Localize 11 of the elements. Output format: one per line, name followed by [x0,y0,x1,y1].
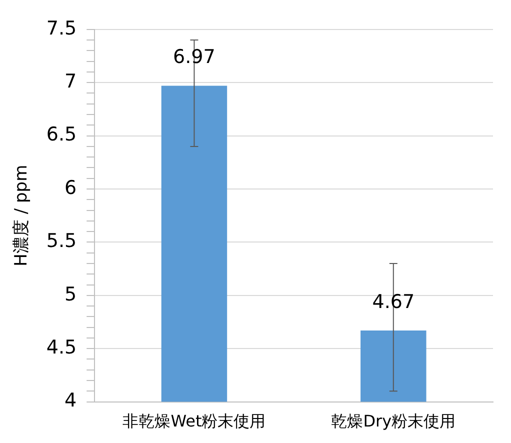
y-tick-label: 6 [64,176,77,199]
y-tick-label: 6.5 [46,124,77,146]
y-tick-label: 7.5 [46,17,77,40]
y-tick-label: 5.5 [46,230,77,252]
y-tick-label: 7 [64,70,77,93]
x-tick-label: 非乾燥Wet粉末使用 [122,412,266,431]
y-tick-label: 4.5 [46,336,77,359]
y-tick-label: 4 [64,390,77,412]
y-axis-title: H濃度 / ppm [12,164,32,266]
x-tick-label: 乾燥Dry粉末使用 [331,412,456,431]
y-tick-label: 5 [64,283,77,306]
